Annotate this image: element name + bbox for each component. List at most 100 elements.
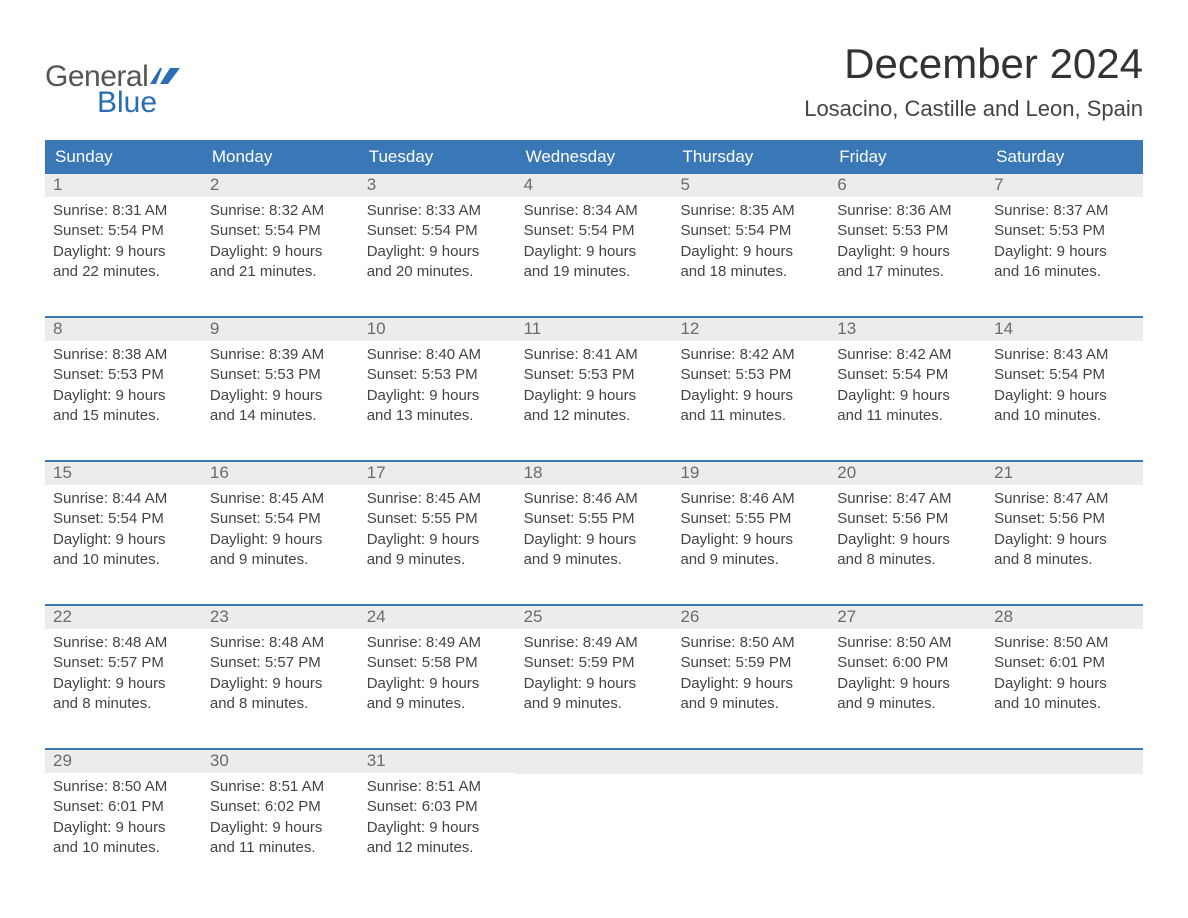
day-number: 14 bbox=[986, 318, 1143, 341]
empty-day bbox=[516, 750, 673, 774]
day-details: Sunrise: 8:50 AMSunset: 6:01 PMDaylight:… bbox=[45, 773, 202, 866]
day-number: 20 bbox=[829, 462, 986, 485]
day-number: 21 bbox=[986, 462, 1143, 485]
day-details: Sunrise: 8:32 AMSunset: 5:54 PMDaylight:… bbox=[202, 197, 359, 290]
sunrise-text: Sunrise: 8:45 AM bbox=[210, 489, 351, 509]
day-details: Sunrise: 8:34 AMSunset: 5:54 PMDaylight:… bbox=[516, 197, 673, 290]
weekday-header: Friday bbox=[829, 140, 986, 174]
day-cell: 3Sunrise: 8:33 AMSunset: 5:54 PMDaylight… bbox=[359, 174, 516, 302]
day-cell: 1Sunrise: 8:31 AMSunset: 5:54 PMDaylight… bbox=[45, 174, 202, 302]
day-number: 27 bbox=[829, 606, 986, 629]
sunset-text: Sunset: 5:53 PM bbox=[367, 365, 508, 385]
day-cell: 5Sunrise: 8:35 AMSunset: 5:54 PMDaylight… bbox=[672, 174, 829, 302]
sunrise-text: Sunrise: 8:34 AM bbox=[524, 201, 665, 221]
day-number: 11 bbox=[516, 318, 673, 341]
location-subtitle: Losacino, Castille and Leon, Spain bbox=[804, 96, 1143, 122]
daylight-text: Daylight: 9 hours bbox=[994, 530, 1135, 550]
day-details: Sunrise: 8:46 AMSunset: 5:55 PMDaylight:… bbox=[672, 485, 829, 578]
daylight-text: Daylight: 9 hours bbox=[837, 674, 978, 694]
sunrise-text: Sunrise: 8:50 AM bbox=[837, 633, 978, 653]
empty-day bbox=[829, 750, 986, 774]
daylight-text: Daylight: 9 hours bbox=[210, 674, 351, 694]
sunrise-text: Sunrise: 8:49 AM bbox=[524, 633, 665, 653]
day-number: 15 bbox=[45, 462, 202, 485]
sunset-text: Sunset: 6:03 PM bbox=[367, 797, 508, 817]
day-cell: 29Sunrise: 8:50 AMSunset: 6:01 PMDayligh… bbox=[45, 750, 202, 878]
calendar: SundayMondayTuesdayWednesdayThursdayFrid… bbox=[45, 140, 1143, 878]
daylight-text: Daylight: 9 hours bbox=[680, 674, 821, 694]
week-row: 15Sunrise: 8:44 AMSunset: 5:54 PMDayligh… bbox=[45, 460, 1143, 590]
day-cell: 17Sunrise: 8:45 AMSunset: 5:55 PMDayligh… bbox=[359, 462, 516, 590]
daylight-text: Daylight: 9 hours bbox=[524, 674, 665, 694]
sunrise-text: Sunrise: 8:32 AM bbox=[210, 201, 351, 221]
sunset-text: Sunset: 5:59 PM bbox=[524, 653, 665, 673]
day-number: 18 bbox=[516, 462, 673, 485]
weekday-header: Saturday bbox=[986, 140, 1143, 174]
day-cell: 21Sunrise: 8:47 AMSunset: 5:56 PMDayligh… bbox=[986, 462, 1143, 590]
day-number: 12 bbox=[672, 318, 829, 341]
day-cell: 20Sunrise: 8:47 AMSunset: 5:56 PMDayligh… bbox=[829, 462, 986, 590]
daylight-text: and 20 minutes. bbox=[367, 262, 508, 282]
sunrise-text: Sunrise: 8:47 AM bbox=[837, 489, 978, 509]
day-details: Sunrise: 8:45 AMSunset: 5:55 PMDaylight:… bbox=[359, 485, 516, 578]
sunrise-text: Sunrise: 8:50 AM bbox=[53, 777, 194, 797]
sunrise-text: Sunrise: 8:50 AM bbox=[680, 633, 821, 653]
day-details: Sunrise: 8:50 AMSunset: 6:00 PMDaylight:… bbox=[829, 629, 986, 722]
weekday-header: Thursday bbox=[672, 140, 829, 174]
daylight-text: and 14 minutes. bbox=[210, 406, 351, 426]
month-title: December 2024 bbox=[804, 40, 1143, 88]
daylight-text: and 9 minutes. bbox=[837, 694, 978, 714]
sunrise-text: Sunrise: 8:42 AM bbox=[680, 345, 821, 365]
week-row: 29Sunrise: 8:50 AMSunset: 6:01 PMDayligh… bbox=[45, 748, 1143, 878]
day-number: 9 bbox=[202, 318, 359, 341]
sunset-text: Sunset: 5:55 PM bbox=[367, 509, 508, 529]
day-number: 29 bbox=[45, 750, 202, 773]
daylight-text: Daylight: 9 hours bbox=[367, 818, 508, 838]
day-number: 28 bbox=[986, 606, 1143, 629]
logo-text-bottom: Blue bbox=[97, 86, 157, 120]
sunset-text: Sunset: 5:57 PM bbox=[53, 653, 194, 673]
weekday-header: Wednesday bbox=[516, 140, 673, 174]
sunrise-text: Sunrise: 8:49 AM bbox=[367, 633, 508, 653]
day-details: Sunrise: 8:41 AMSunset: 5:53 PMDaylight:… bbox=[516, 341, 673, 434]
sunrise-text: Sunrise: 8:39 AM bbox=[210, 345, 351, 365]
day-cell: 7Sunrise: 8:37 AMSunset: 5:53 PMDaylight… bbox=[986, 174, 1143, 302]
sunrise-text: Sunrise: 8:35 AM bbox=[680, 201, 821, 221]
day-details: Sunrise: 8:39 AMSunset: 5:53 PMDaylight:… bbox=[202, 341, 359, 434]
week-row: 8Sunrise: 8:38 AMSunset: 5:53 PMDaylight… bbox=[45, 316, 1143, 446]
weekday-header: Tuesday bbox=[359, 140, 516, 174]
daylight-text: and 11 minutes. bbox=[210, 838, 351, 858]
day-number: 24 bbox=[359, 606, 516, 629]
day-details: Sunrise: 8:50 AMSunset: 5:59 PMDaylight:… bbox=[672, 629, 829, 722]
day-cell bbox=[672, 750, 829, 878]
daylight-text: Daylight: 9 hours bbox=[837, 386, 978, 406]
sunrise-text: Sunrise: 8:43 AM bbox=[994, 345, 1135, 365]
daylight-text: and 9 minutes. bbox=[680, 550, 821, 570]
weekday-header: Sunday bbox=[45, 140, 202, 174]
header: General Blue December 2024 Losacino, Cas… bbox=[45, 40, 1143, 122]
day-number: 10 bbox=[359, 318, 516, 341]
day-details: Sunrise: 8:47 AMSunset: 5:56 PMDaylight:… bbox=[986, 485, 1143, 578]
daylight-text: and 8 minutes. bbox=[53, 694, 194, 714]
sunset-text: Sunset: 5:54 PM bbox=[524, 221, 665, 241]
logo: General Blue bbox=[45, 40, 180, 120]
day-number: 25 bbox=[516, 606, 673, 629]
daylight-text: Daylight: 9 hours bbox=[994, 242, 1135, 262]
day-cell: 4Sunrise: 8:34 AMSunset: 5:54 PMDaylight… bbox=[516, 174, 673, 302]
daylight-text: and 9 minutes. bbox=[680, 694, 821, 714]
title-block: December 2024 Losacino, Castille and Leo… bbox=[804, 40, 1143, 122]
sunset-text: Sunset: 5:58 PM bbox=[367, 653, 508, 673]
daylight-text: Daylight: 9 hours bbox=[367, 386, 508, 406]
day-number: 31 bbox=[359, 750, 516, 773]
day-cell: 12Sunrise: 8:42 AMSunset: 5:53 PMDayligh… bbox=[672, 318, 829, 446]
sunset-text: Sunset: 5:53 PM bbox=[53, 365, 194, 385]
daylight-text: and 19 minutes. bbox=[524, 262, 665, 282]
sunrise-text: Sunrise: 8:48 AM bbox=[53, 633, 194, 653]
daylight-text: and 11 minutes. bbox=[680, 406, 821, 426]
sunset-text: Sunset: 5:53 PM bbox=[680, 365, 821, 385]
day-cell: 27Sunrise: 8:50 AMSunset: 6:00 PMDayligh… bbox=[829, 606, 986, 734]
sunset-text: Sunset: 5:56 PM bbox=[994, 509, 1135, 529]
daylight-text: and 10 minutes. bbox=[994, 406, 1135, 426]
weekday-header: Monday bbox=[202, 140, 359, 174]
day-details: Sunrise: 8:31 AMSunset: 5:54 PMDaylight:… bbox=[45, 197, 202, 290]
